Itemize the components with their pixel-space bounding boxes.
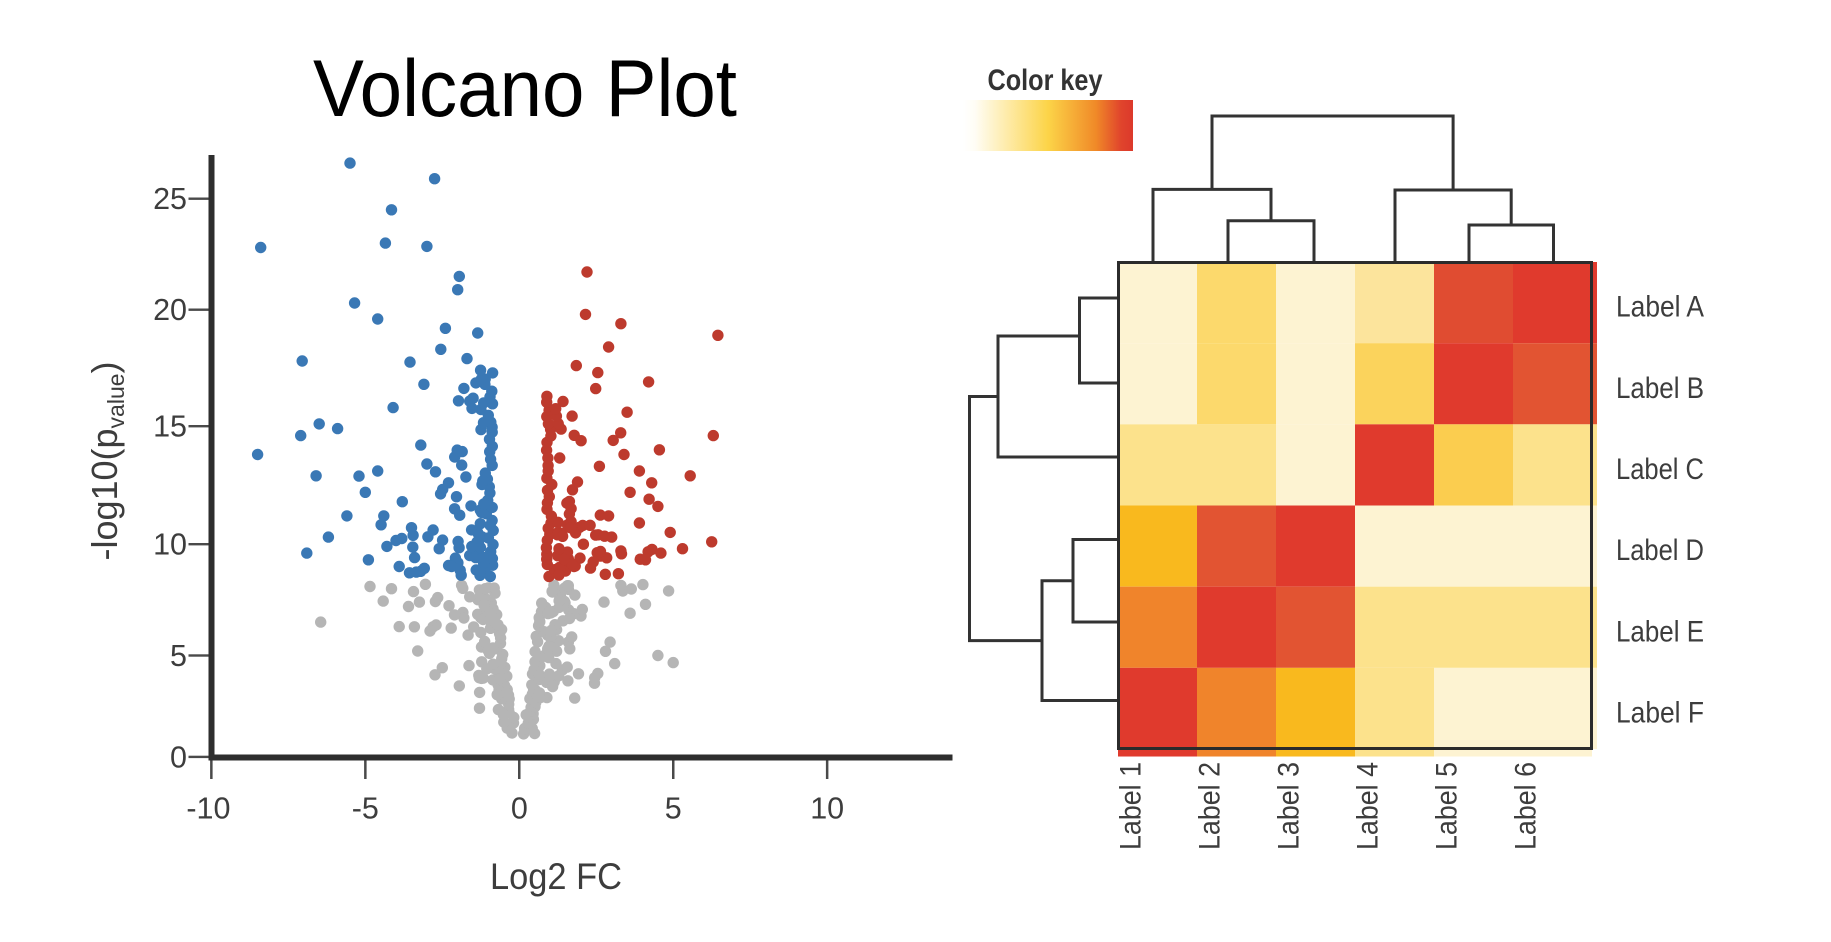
- svg-text:Label C: Label C: [1616, 453, 1704, 486]
- svg-text:5: 5: [665, 792, 682, 826]
- svg-text:Label B: Label B: [1616, 372, 1704, 405]
- svg-text:Label 1: Label 1: [1115, 762, 1148, 850]
- svg-text:Label 2: Label 2: [1194, 762, 1227, 850]
- svg-text:Label 3: Label 3: [1273, 762, 1306, 850]
- svg-text:Label F: Label F: [1616, 696, 1704, 729]
- svg-text:Label 5: Label 5: [1431, 762, 1464, 850]
- svg-text:0: 0: [170, 740, 187, 774]
- svg-text:20: 20: [153, 293, 187, 327]
- svg-text:10: 10: [810, 792, 844, 826]
- svg-text:10: 10: [153, 528, 187, 562]
- svg-text:Label E: Label E: [1616, 615, 1704, 648]
- svg-text:5: 5: [170, 639, 187, 673]
- svg-text:Volcano Plot: Volcano Plot: [313, 44, 737, 134]
- svg-text:15: 15: [153, 410, 187, 444]
- svg-text:0: 0: [511, 792, 528, 826]
- svg-text:Color key: Color key: [988, 64, 1103, 97]
- svg-text:Log2 FC: Log2 FC: [490, 856, 622, 897]
- svg-text:-5: -5: [352, 792, 379, 826]
- svg-text:Label 4: Label 4: [1352, 762, 1385, 850]
- svg-text:Label 6: Label 6: [1510, 762, 1543, 850]
- svg-text:-10: -10: [186, 792, 230, 826]
- svg-text:Label A: Label A: [1616, 291, 1704, 324]
- svg-text:25: 25: [153, 182, 187, 216]
- svg-text:Label D: Label D: [1616, 534, 1704, 567]
